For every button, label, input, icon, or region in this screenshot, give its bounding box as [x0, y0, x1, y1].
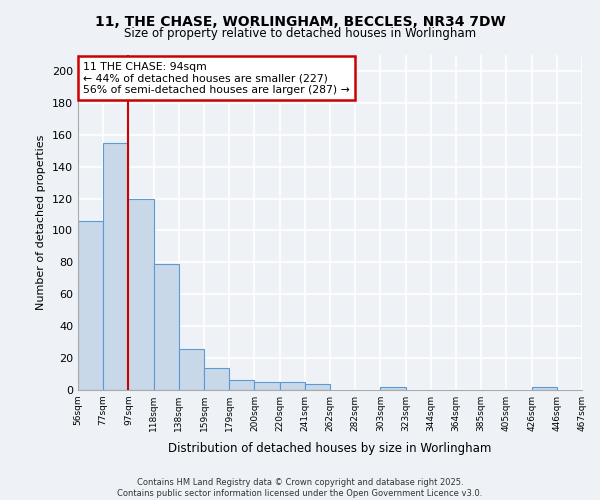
Bar [532, 387, 557, 390]
Bar [254, 382, 280, 390]
Bar [179, 348, 204, 390]
Text: Size of property relative to detached houses in Worlingham: Size of property relative to detached ho… [124, 28, 476, 40]
X-axis label: Distribution of detached houses by size in Worlingham: Distribution of detached houses by size … [169, 442, 491, 456]
Bar [280, 382, 305, 390]
Bar [78, 221, 103, 390]
Y-axis label: Number of detached properties: Number of detached properties [37, 135, 46, 310]
Bar [229, 380, 254, 390]
Bar [305, 384, 330, 390]
Bar [204, 368, 229, 390]
Text: 11 THE CHASE: 94sqm
← 44% of detached houses are smaller (227)
56% of semi-detac: 11 THE CHASE: 94sqm ← 44% of detached ho… [83, 62, 350, 95]
Bar [103, 142, 128, 390]
Bar [128, 198, 154, 390]
Bar [154, 264, 179, 390]
Bar [380, 387, 406, 390]
Text: Contains HM Land Registry data © Crown copyright and database right 2025.
Contai: Contains HM Land Registry data © Crown c… [118, 478, 482, 498]
Text: 11, THE CHASE, WORLINGHAM, BECCLES, NR34 7DW: 11, THE CHASE, WORLINGHAM, BECCLES, NR34… [95, 15, 505, 29]
